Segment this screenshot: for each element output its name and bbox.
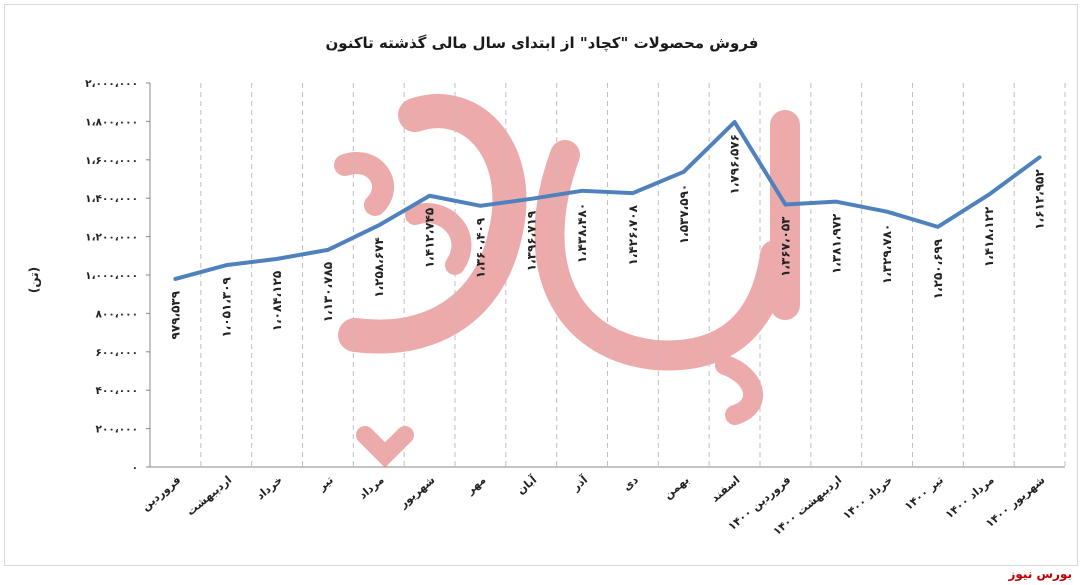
y-tick-label: ۱،۰۰۰،۰۰۰: [85, 270, 138, 282]
x-tick-label: تیر: [315, 473, 336, 494]
data-label: ۱،۷۹۶،۵۷۶: [728, 134, 742, 194]
x-tick-label: خرداد ۱۴۰۰: [840, 473, 895, 522]
data-label: ۱،۳۶۷،۰۵۳: [778, 216, 792, 277]
x-tick-label: خرداد: [254, 473, 285, 502]
y-axis-label: (تن): [27, 267, 41, 293]
data-label: ۱،۱۳۰،۷۸۵: [321, 262, 335, 322]
x-tick-label: تیر ۱۴۰۰: [902, 473, 946, 513]
data-label: ۱،۰۸۴،۱۲۵: [270, 271, 284, 331]
y-tick-label: ۲۰۰،۰۰۰: [96, 424, 138, 436]
data-label: ۱،۵۳۷،۵۹۰: [677, 184, 691, 244]
data-label: ۱،۲۵۰،۶۹۹: [931, 238, 945, 299]
x-tick-label: اردیبهشت: [184, 473, 234, 518]
source-label: بورس نیوز: [1008, 567, 1072, 581]
y-tick-labels: ۰ ۲۰۰،۰۰۰ ۴۰۰،۰۰۰ ۶۰۰،۰۰۰ ۸۰۰،۰۰۰ ۱،۰۰۰،۰۰۰ ۱،…: [85, 78, 138, 474]
data-label: ۱،۴۲۶،۷۰۸: [626, 204, 640, 265]
data-label: ۱،۴۱۸،۱۲۲: [982, 206, 996, 267]
data-label: ۱،۳۲۹،۷۸۰: [880, 224, 894, 284]
y-tick-label: ۱،۶۰۰،۰۰۰: [85, 155, 138, 167]
line-chart: ۹۷۹،۵۳۹ ۱،۰۵۱،۳۰۹ ۱،۰۸۴،۱۲۵ ۱،۱۳۰،۷۸۵ ۱،۲۵۸،…: [27, 34, 1066, 538]
data-label: ۱،۳۶۰،۴۰۹: [473, 217, 487, 278]
y-tick-label: ۱،۲۰۰،۰۰۰: [85, 232, 138, 244]
x-tick-label: فروردین: [139, 473, 183, 513]
x-tick-labels: فروردین اردیبهشت خرداد تیر مرداد شهریور مهر آبا…: [139, 472, 1047, 538]
x-tick-label: اسفند: [709, 473, 743, 504]
x-tick-label: دی: [620, 473, 641, 493]
y-tick-label: ۴۰۰،۰۰۰: [96, 385, 138, 397]
data-labels: ۹۷۹،۵۳۹ ۱،۰۵۱،۳۰۹ ۱،۰۸۴،۱۲۵ ۱،۱۳۰،۷۸۵ ۱،۲۵۸،…: [168, 134, 1046, 339]
y-tick-label: ۰: [132, 462, 138, 474]
x-tick-label: بهمن: [661, 473, 691, 501]
y-tick-label: ۲،۰۰۰،۰۰۰: [85, 78, 138, 90]
y-tick-label: ۶۰۰،۰۰۰: [96, 347, 138, 359]
data-label: ۱،۲۵۸،۶۷۴: [372, 237, 386, 297]
x-tick-label: مهر: [463, 473, 488, 497]
data-label: ۱،۴۳۸،۴۸۰: [575, 203, 589, 263]
x-tick-label: مرداد ۱۴۰۰: [943, 473, 997, 521]
data-label: ۱،۳۸۱،۹۷۲: [829, 213, 843, 274]
data-label: ۱،۴۱۲،۷۴۵: [423, 208, 437, 268]
y-tick-label: ۸۰۰،۰۰۰: [96, 308, 138, 320]
axes: [146, 82, 1065, 468]
y-tick-label: ۱،۴۰۰،۰۰۰: [85, 193, 138, 205]
data-label: ۱،۶۱۲،۹۵۲: [1033, 169, 1047, 230]
series-line-group: [173, 120, 1042, 281]
chart-title: فروش محصولات "کچاد" از ابتدای سال مالی گ…: [325, 34, 758, 53]
x-tick-label: شهریور: [396, 473, 438, 511]
data-label: ۱،۳۹۶،۷۱۹: [524, 210, 538, 271]
series-line: [173, 120, 1042, 281]
x-tick-label: آذر: [568, 472, 590, 494]
x-tick-label: آبان: [514, 472, 540, 497]
x-tick-label: مرداد: [356, 473, 386, 501]
grid-lines: [149, 83, 1066, 467]
y-tick-label: ۱،۸۰۰،۰۰۰: [85, 116, 138, 128]
watermark-logo: [334, 94, 800, 468]
data-label: ۱،۰۵۱،۳۰۹: [219, 276, 233, 337]
chart-frame: ۹۷۹،۵۳۹ ۱،۰۵۱،۳۰۹ ۱،۰۸۴،۱۲۵ ۱،۱۳۰،۷۸۵ ۱،۲۵۸،…: [4, 4, 1078, 566]
data-label: ۹۷۹،۵۳۹: [168, 290, 182, 339]
